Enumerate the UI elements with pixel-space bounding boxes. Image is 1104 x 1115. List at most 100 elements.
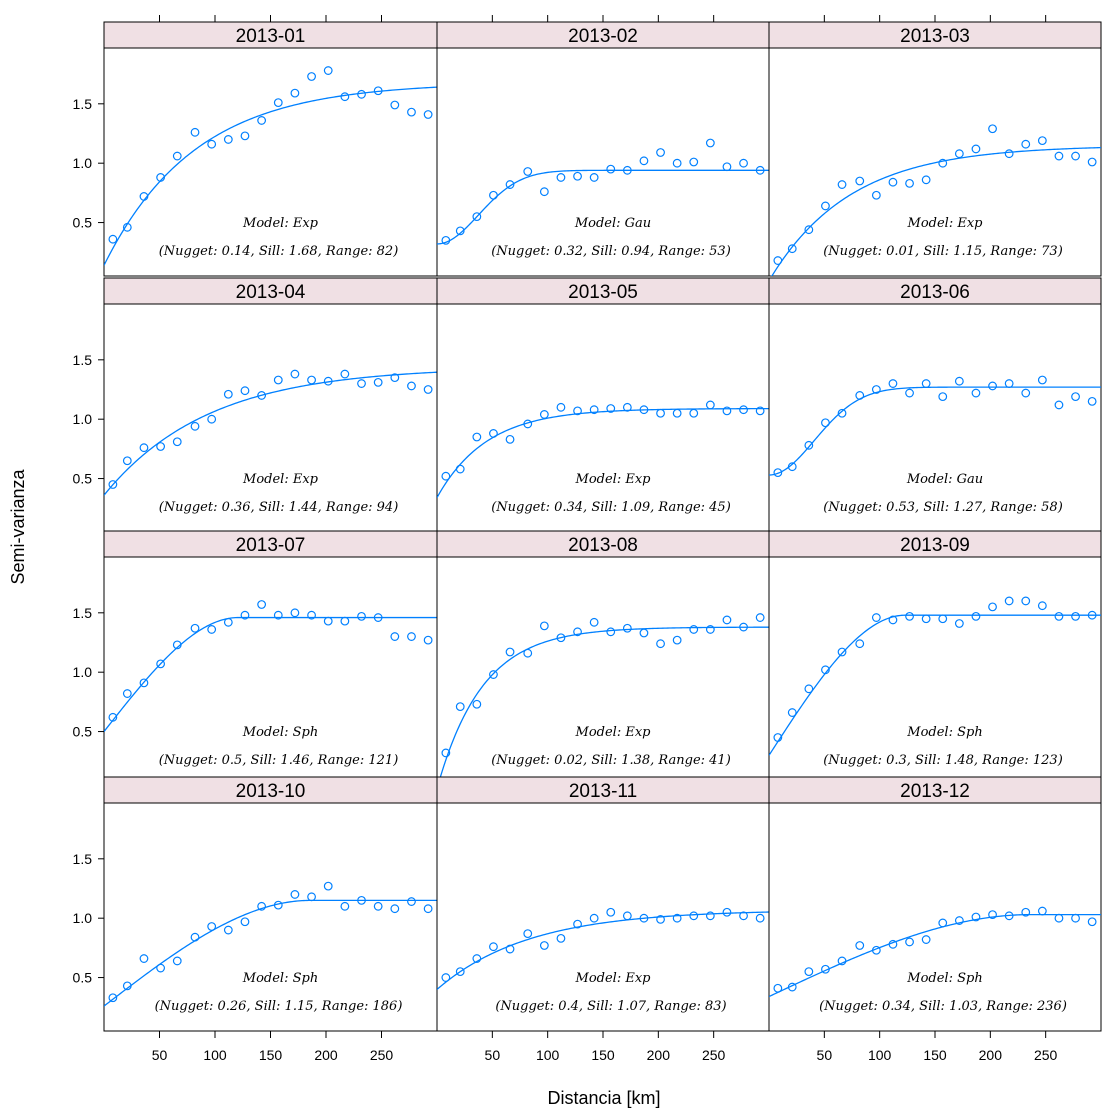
data-point	[855, 639, 865, 649]
panel-2013-03: 2013-03 Model: Exp (Nugget: 0.01, Sill: 1.…	[768, 21, 1102, 277]
data-point	[523, 929, 533, 939]
data-point	[323, 616, 333, 626]
data-point	[156, 963, 166, 973]
panel-strip-label: 2013-06	[900, 282, 970, 303]
model-curve	[769, 913, 1101, 998]
data-point	[240, 131, 250, 141]
panels-layer: 2013-01 Model: Exp (Nugget: 0.14, Sill: 1.…	[73, 21, 1102, 1032]
data-point	[622, 623, 632, 633]
data-point	[606, 627, 616, 637]
data-point	[539, 410, 549, 419]
data-point	[871, 945, 881, 955]
data-point	[1004, 379, 1014, 388]
model-annotation: Model: Exp	[242, 216, 319, 231]
panel-2013-07: 2013-07 Model: Sph (Nugget: 0.5, Sill: 1.4…	[73, 530, 438, 786]
data-point	[855, 176, 865, 186]
data-point	[207, 922, 217, 931]
data-point	[1021, 596, 1031, 606]
data-point	[172, 956, 182, 966]
data-point	[390, 904, 400, 914]
data-point	[273, 98, 283, 108]
data-point	[622, 402, 632, 412]
data-point	[489, 190, 498, 200]
data-point	[407, 897, 416, 906]
data-point	[1071, 913, 1080, 923]
y-axis-title: Semi-varianza	[8, 468, 28, 584]
data-point	[273, 900, 283, 910]
model-annotation: Model: Sph	[242, 725, 318, 740]
data-point	[1021, 907, 1031, 917]
data-point	[773, 256, 783, 265]
data-point	[273, 375, 283, 385]
data-point	[340, 616, 350, 626]
panel-strip	[103, 277, 438, 305]
x-tick-label: 250	[1034, 1047, 1058, 1063]
data-point	[804, 967, 814, 977]
data-point	[1054, 151, 1064, 161]
axes-layer: 50 100 150 200 250 50 100 150 200 250 50 100 150 200 2…	[152, 15, 1058, 1063]
data-point	[122, 689, 132, 698]
data-point	[938, 392, 948, 402]
y-tick-label: 1.5	[73, 605, 93, 621]
data-point	[905, 388, 914, 398]
panel-strip-label: 2013-12	[900, 781, 970, 802]
data-point	[340, 369, 350, 379]
params-annotation: (Nugget: 0.02, Sill: 1.38, Range: 41)	[491, 753, 731, 768]
panel-frame	[436, 303, 770, 533]
y-tick-label: 0.5	[73, 215, 93, 231]
data-point	[307, 610, 316, 620]
x-tick-label: 50	[152, 1047, 168, 1063]
data-point	[855, 391, 865, 400]
data-point	[190, 932, 200, 942]
data-point	[905, 178, 914, 188]
data-point	[108, 712, 118, 722]
x-tick-label: 50	[485, 1047, 501, 1063]
data-point	[108, 993, 118, 1003]
data-point	[1054, 913, 1064, 923]
panel-frame	[103, 303, 438, 533]
model-annotation: Model: Sph	[242, 971, 318, 986]
data-point	[672, 635, 682, 645]
data-point	[954, 619, 964, 628]
params-annotation: (Nugget: 0.36, Sill: 1.44, Range: 94)	[159, 500, 399, 515]
data-point	[122, 456, 132, 466]
data-point	[172, 640, 182, 650]
data-point	[689, 157, 699, 167]
panel-strip-label: 2013-09	[900, 535, 970, 556]
y-tick-label: 1.5	[73, 96, 93, 112]
model-annotation: Model: Gau	[906, 472, 983, 487]
data-point	[373, 901, 383, 911]
data-point	[722, 615, 732, 625]
data-point	[954, 376, 964, 386]
data-point	[988, 124, 997, 134]
x-tick-label: 200	[979, 1047, 1003, 1063]
data-point	[139, 954, 149, 963]
data-point	[1021, 139, 1031, 149]
panel-strip	[436, 776, 770, 804]
data-point	[773, 468, 783, 478]
x-tick-label: 150	[591, 1047, 615, 1063]
data-point	[556, 402, 566, 412]
data-point	[290, 608, 300, 618]
data-point	[172, 437, 182, 447]
model-annotation: Model: Exp	[575, 725, 652, 740]
data-point	[589, 617, 599, 627]
data-point	[921, 175, 931, 185]
data-point	[407, 381, 416, 391]
data-point	[656, 408, 665, 418]
panel-2013-04: 2013-04 Model: Exp (Nugget: 0.36, Sill: 1.…	[73, 277, 438, 533]
params-annotation: (Nugget: 0.14, Sill: 1.68, Range: 82)	[159, 244, 399, 259]
data-point	[589, 405, 599, 415]
x-axis-title: Distancia [km]	[547, 1088, 660, 1108]
x-tick-label: 250	[702, 1047, 726, 1063]
panel-frame	[103, 802, 438, 1032]
data-point	[373, 86, 383, 96]
data-point	[290, 88, 300, 98]
data-point	[323, 66, 333, 75]
data-point	[1071, 392, 1080, 402]
params-annotation: (Nugget: 0.01, Sill: 1.15, Range: 73)	[823, 244, 1063, 259]
model-curve	[771, 146, 1101, 276]
data-point	[523, 419, 533, 429]
model-curve	[104, 616, 437, 732]
